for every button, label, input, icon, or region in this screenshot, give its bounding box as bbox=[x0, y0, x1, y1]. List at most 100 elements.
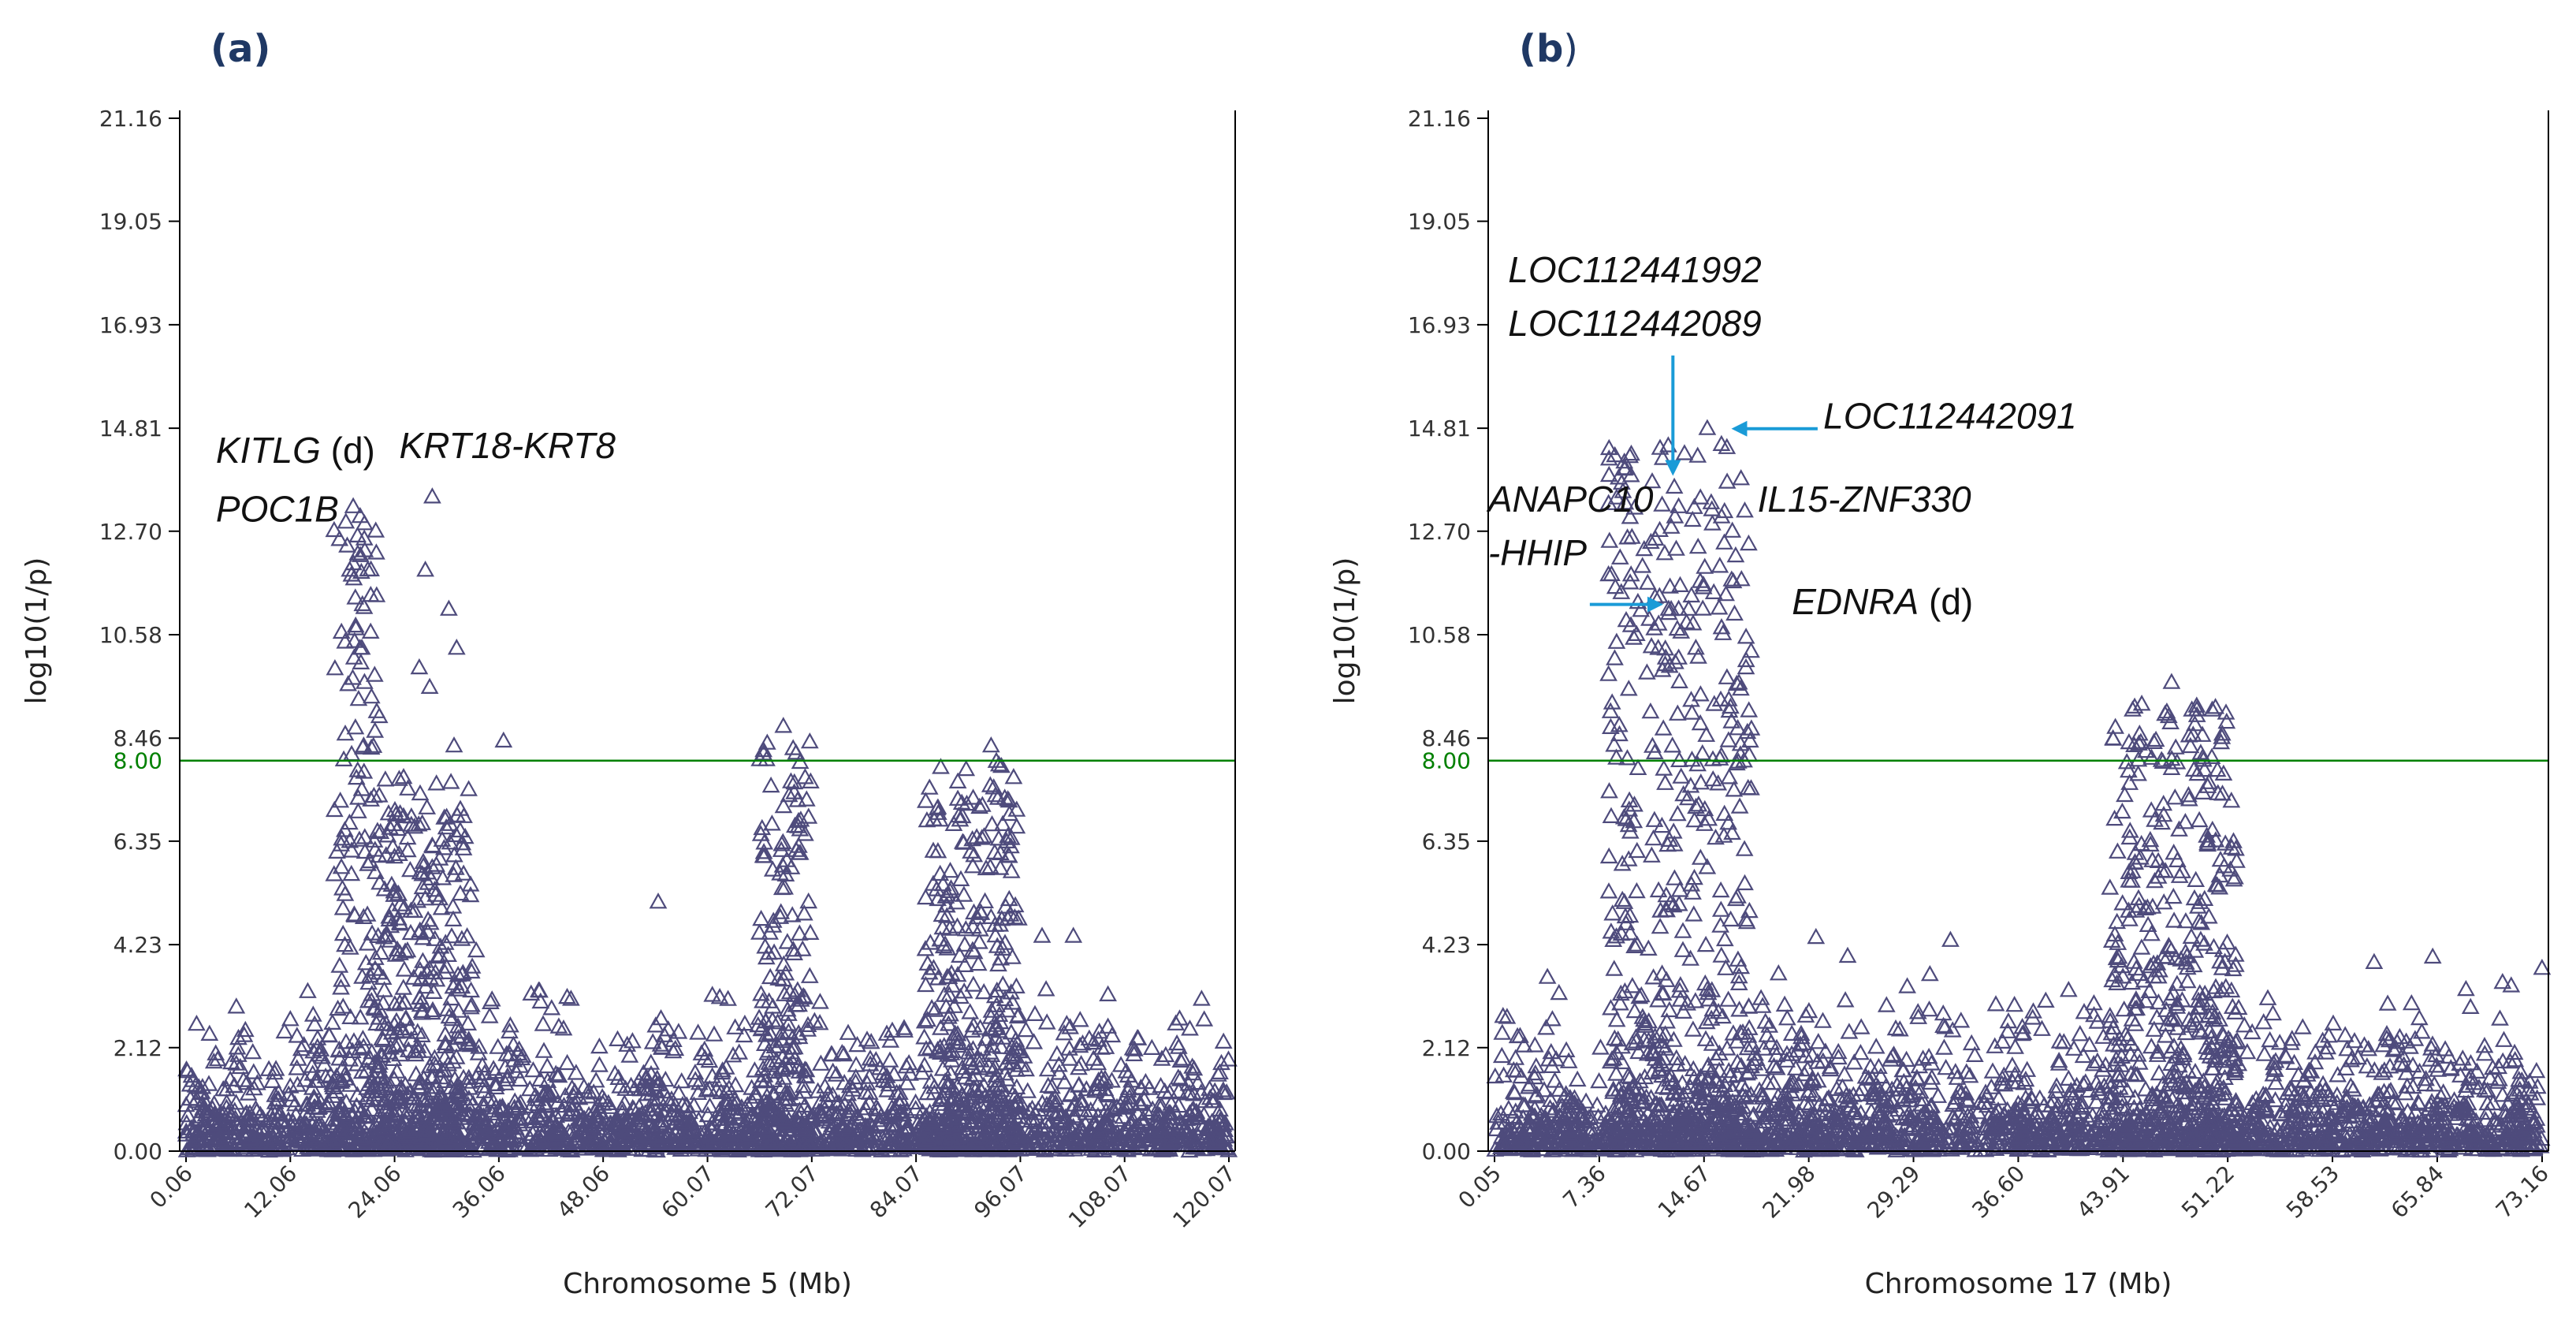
data-point bbox=[1161, 1109, 1179, 1125]
data-point bbox=[2491, 1009, 2509, 1026]
data-point bbox=[1092, 1069, 1111, 1086]
data-point bbox=[732, 1098, 751, 1115]
data-point bbox=[920, 778, 939, 795]
data-point bbox=[933, 1060, 952, 1076]
data-point bbox=[839, 1023, 858, 1040]
x-tick-label: 7.36 bbox=[1558, 1161, 1610, 1213]
data-point bbox=[1107, 1110, 1126, 1127]
data-point bbox=[177, 1060, 195, 1077]
data-point bbox=[558, 1053, 576, 1071]
data-point bbox=[386, 1037, 404, 1053]
data-point bbox=[672, 1071, 691, 1089]
data-point bbox=[955, 956, 974, 972]
data-point bbox=[501, 1022, 519, 1039]
data-point bbox=[567, 1064, 586, 1080]
y-tick-label: 10.58 bbox=[1408, 622, 1471, 648]
data-point bbox=[494, 731, 513, 748]
data-point bbox=[214, 1079, 233, 1097]
data-point bbox=[1219, 1050, 1238, 1067]
y-tick-label: 12.70 bbox=[1408, 519, 1471, 545]
data-point bbox=[504, 1035, 523, 1052]
data-point bbox=[1099, 1017, 1117, 1034]
data-point bbox=[690, 1111, 708, 1127]
data-point bbox=[246, 1124, 264, 1142]
data-point bbox=[858, 1030, 877, 1047]
gene-label: KITLG (d) bbox=[216, 430, 375, 471]
data-point bbox=[1052, 1108, 1070, 1124]
data-point bbox=[898, 1074, 917, 1090]
data-point bbox=[445, 736, 463, 753]
data-point bbox=[366, 721, 385, 738]
data-point bbox=[790, 924, 809, 941]
data-point bbox=[835, 1045, 854, 1062]
data-point bbox=[806, 1012, 824, 1028]
data-point bbox=[1193, 989, 1211, 1006]
data-point bbox=[1189, 1073, 1207, 1090]
data-point bbox=[489, 1038, 508, 1054]
x-tick-label: 24.06 bbox=[344, 1161, 407, 1224]
data-point bbox=[330, 956, 349, 973]
data-point bbox=[669, 1083, 688, 1101]
data-point bbox=[1148, 1105, 1167, 1121]
data-point bbox=[618, 1035, 637, 1052]
y-tick-label: 16.93 bbox=[99, 312, 162, 338]
data-point bbox=[812, 1054, 830, 1071]
data-point bbox=[1171, 1131, 1189, 1148]
data-point bbox=[795, 1083, 813, 1099]
data-point bbox=[534, 1015, 553, 1031]
panel-a-y-tick-labels: 0.002.124.236.358.4610.5812.7014.8116.93… bbox=[99, 106, 180, 1165]
data-point bbox=[906, 1093, 925, 1110]
data-point bbox=[936, 1072, 955, 1089]
data-point bbox=[418, 798, 437, 814]
data-point bbox=[891, 1103, 910, 1120]
data-point bbox=[1166, 1103, 1185, 1120]
data-point bbox=[528, 1094, 547, 1112]
data-point bbox=[1077, 1079, 1096, 1097]
data-point bbox=[1775, 995, 1794, 1012]
data-point bbox=[1112, 1128, 1131, 1146]
data-point bbox=[761, 776, 780, 793]
data-point bbox=[961, 1003, 980, 1019]
data-point bbox=[263, 1071, 282, 1088]
data-point bbox=[1590, 1071, 1608, 1089]
x-tick-label: 36.06 bbox=[448, 1161, 511, 1224]
data-point bbox=[346, 718, 365, 735]
data-point bbox=[717, 1106, 735, 1123]
data-point bbox=[512, 1049, 531, 1066]
data-point bbox=[295, 1035, 313, 1053]
y-tick-label: 0.00 bbox=[1422, 1139, 1471, 1165]
x-tick-label: 0.05 bbox=[1454, 1161, 1506, 1213]
data-point bbox=[883, 1021, 902, 1038]
data-point bbox=[932, 758, 950, 774]
data-point bbox=[695, 1123, 714, 1140]
y-tick-label: 14.81 bbox=[1408, 416, 1471, 442]
y-tick-label: 14.81 bbox=[99, 416, 162, 442]
data-point bbox=[207, 1044, 225, 1060]
data-point bbox=[334, 750, 353, 766]
data-point bbox=[530, 981, 548, 997]
data-point bbox=[1137, 1103, 1156, 1120]
data-point bbox=[810, 1102, 828, 1119]
data-point bbox=[579, 1082, 598, 1098]
data-point bbox=[848, 1035, 866, 1053]
data-point bbox=[1142, 1038, 1161, 1055]
data-point bbox=[1210, 1107, 1229, 1124]
data-point bbox=[1838, 946, 1857, 963]
data-point bbox=[1184, 1064, 1202, 1081]
data-point bbox=[275, 1022, 294, 1039]
data-point bbox=[333, 971, 351, 987]
data-point bbox=[619, 1120, 638, 1137]
data-point bbox=[310, 1116, 329, 1132]
data-point bbox=[440, 599, 458, 616]
data-point bbox=[1089, 1094, 1107, 1111]
y-tick-label: 8.46 bbox=[114, 725, 162, 751]
data-point bbox=[460, 780, 478, 796]
data-point bbox=[891, 1105, 910, 1122]
data-point bbox=[881, 1119, 900, 1135]
data-point bbox=[460, 1030, 478, 1047]
data-point bbox=[231, 1057, 250, 1075]
data-point bbox=[1192, 1083, 1211, 1100]
data-point bbox=[586, 1130, 604, 1147]
data-point bbox=[511, 1109, 530, 1127]
x-tick-label: 84.07 bbox=[865, 1161, 928, 1224]
